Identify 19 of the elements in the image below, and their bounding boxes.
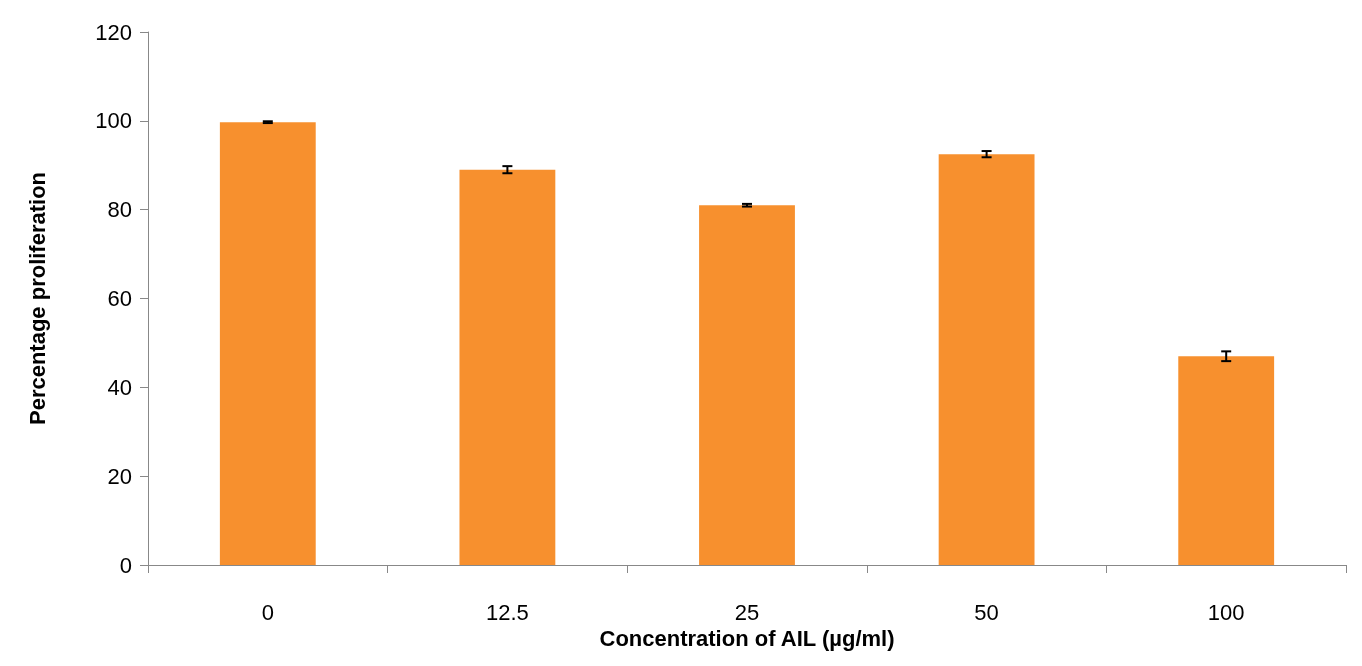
bar [699,205,795,565]
x-tick-label: 25 [734,599,760,625]
y-tick-label: 100 [95,108,132,134]
y-tick-label: 120 [95,19,132,45]
x-tick-label: 100 [1207,599,1245,625]
x-tick-label: 50 [974,599,999,625]
bar [938,154,1035,565]
x-axis-title: Concentration of AIL (µg/ml) [599,626,895,652]
y-tick-label: 20 [107,463,132,489]
y-tick-label: 0 [119,552,132,578]
y-tick-label: 80 [107,197,132,223]
bar [219,122,316,565]
x-tick-label: 0 [261,599,274,625]
y-tick-label: 40 [107,374,132,400]
x-tick-label: 12.5 [485,599,529,625]
bar [1178,356,1275,565]
bar [459,169,556,565]
y-tick-label: 60 [107,286,132,311]
y-axis-title: Percentage proliferation [24,171,50,426]
